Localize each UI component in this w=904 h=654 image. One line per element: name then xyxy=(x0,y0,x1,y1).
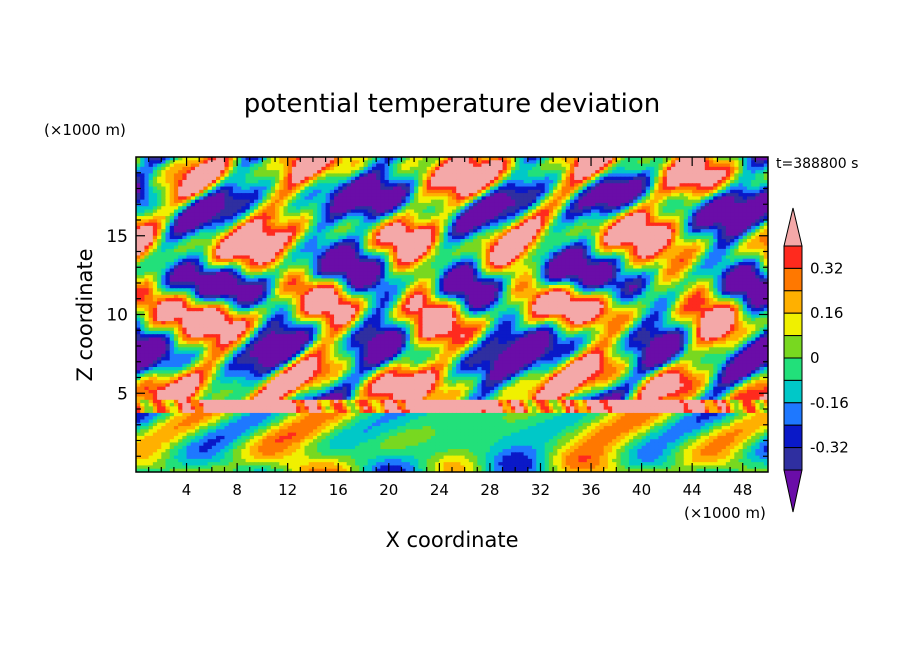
y-axis-label: Z coordinate xyxy=(73,248,97,381)
x-tick-label-5: 24 xyxy=(430,481,449,499)
colorbar-label-1: 0.16 xyxy=(810,304,843,322)
time-label: t=388800 s xyxy=(776,156,858,172)
x-tick-label-9: 40 xyxy=(632,481,651,499)
x-tick-label-11: 48 xyxy=(733,481,752,499)
y-tick-label-2: 15 xyxy=(106,227,128,247)
colorbar: 0.32 0.16 0 -0.16 -0.32 xyxy=(783,207,849,513)
x-axis: 4 8 12 16 20 24 28 32 36 40 44 48 xyxy=(148,157,756,499)
x-unit-label: (×1000 m) xyxy=(684,504,766,522)
heatmap-field xyxy=(136,157,768,472)
x-tick-label-4: 20 xyxy=(379,481,398,499)
colorbar-label-2: 0 xyxy=(810,349,820,367)
y-tick-label-1: 10 xyxy=(106,306,128,326)
y-unit-label: (×1000 m) xyxy=(44,121,126,139)
x-axis-label: X coordinate xyxy=(385,528,518,552)
colorbar-label-0: 0.32 xyxy=(810,259,843,277)
y-axis: 5 10 15 xyxy=(106,172,768,457)
x-tick-label-10: 44 xyxy=(683,481,702,499)
colorbar-label-3: -0.16 xyxy=(810,394,849,412)
x-tick-label-8: 36 xyxy=(581,481,600,499)
x-tick-label-7: 32 xyxy=(531,481,550,499)
x-tick-label-0: 4 xyxy=(182,481,192,499)
chart-title: potential temperature deviation xyxy=(244,89,660,119)
x-tick-label-3: 16 xyxy=(329,481,348,499)
x-tick-label-1: 8 xyxy=(232,481,242,499)
colorbar-label-4: -0.32 xyxy=(810,439,849,457)
x-tick-label-2: 12 xyxy=(278,481,297,499)
x-tick-label-6: 28 xyxy=(480,481,499,499)
y-tick-label-0: 5 xyxy=(117,384,128,404)
